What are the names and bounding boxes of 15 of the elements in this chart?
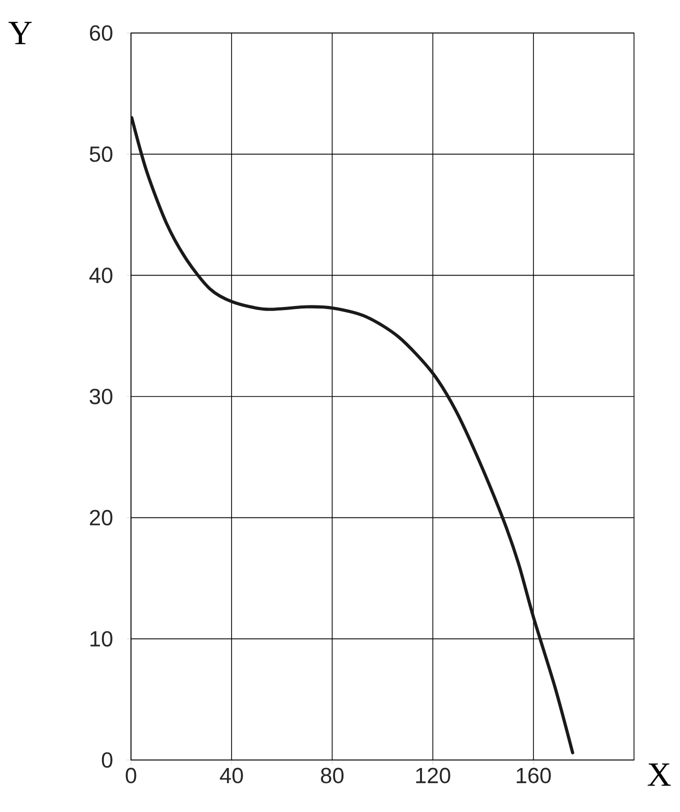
y-tick-label: 30 [90, 388, 112, 404]
x-tick-label: 0 [126, 768, 136, 784]
x-tick-label: 40 [220, 768, 243, 784]
y-tick-label: 50 [90, 146, 112, 162]
line-series [131, 116, 574, 754]
x-tick-label: 80 [320, 768, 344, 784]
y-axis-title: Y [8, 22, 32, 44]
y-tick-label: 20 [90, 510, 112, 526]
y-tick-label: 60 [90, 25, 112, 41]
x-axis-title: X [648, 764, 671, 786]
y-tick-label: 10 [90, 631, 112, 647]
y-tick-label: 40 [89, 268, 112, 284]
y-tick-label: 0 [102, 752, 112, 768]
x-tick-label: 120 [416, 768, 450, 784]
x-tick-label: 160 [516, 768, 551, 784]
